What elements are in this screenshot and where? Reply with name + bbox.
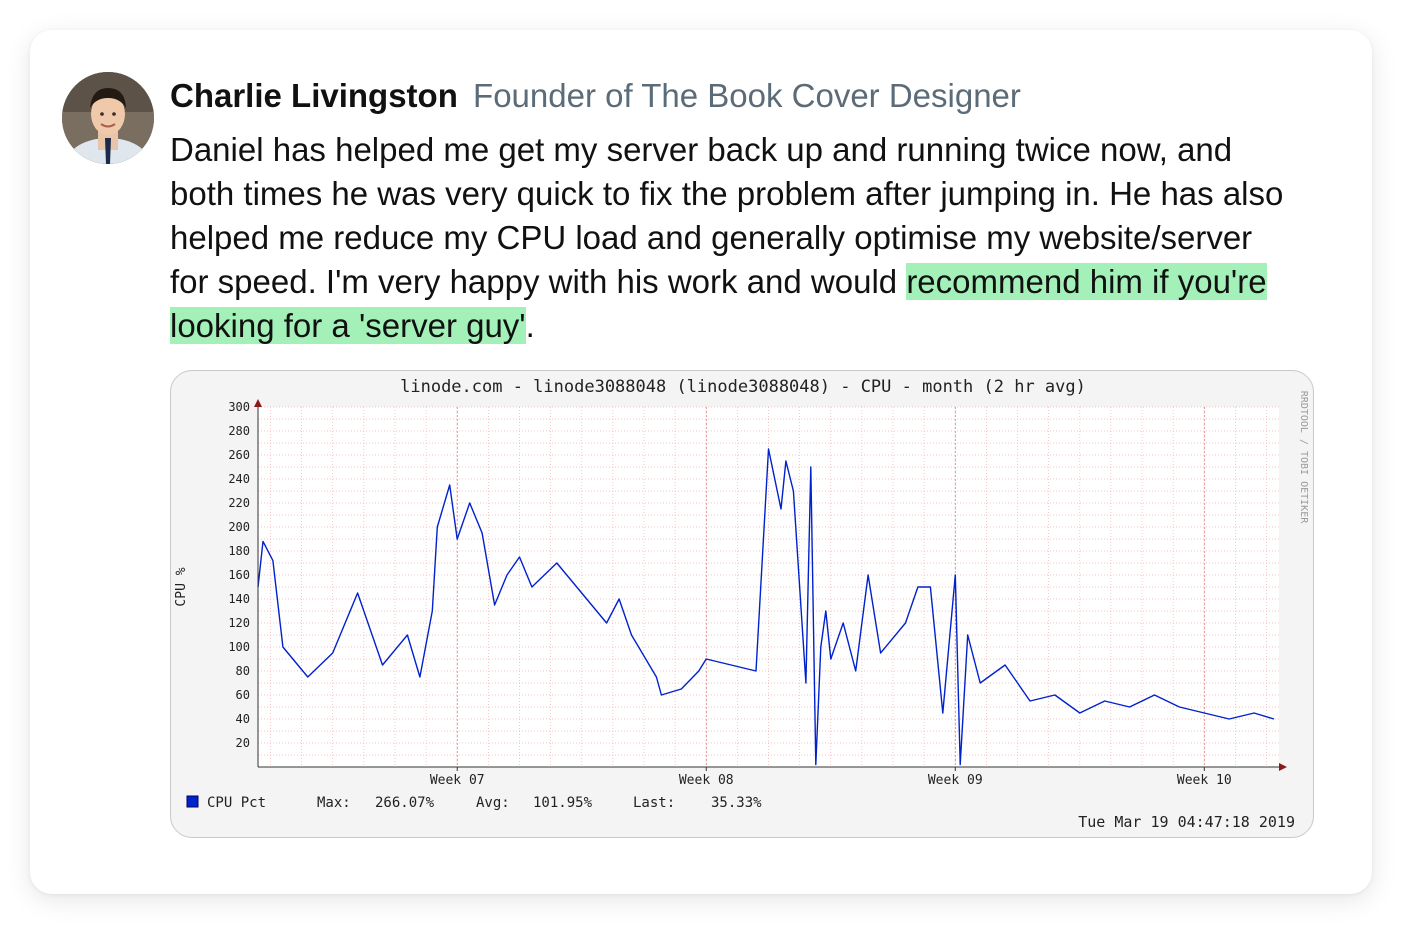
- x-tick-label: Week 10: [1177, 773, 1232, 788]
- y-tick-label: 100: [228, 640, 250, 654]
- y-axis-label: CPU %: [174, 567, 189, 606]
- stat-avg-value: 101.95%: [533, 795, 593, 811]
- stat-avg-label: Avg:: [476, 795, 510, 811]
- stat-last-value: 35.33%: [711, 795, 762, 811]
- legend-series-name: CPU Pct: [207, 795, 266, 811]
- y-tick-label: 260: [228, 448, 250, 462]
- stat-max-label: Max:: [317, 795, 351, 811]
- y-tick-label: 280: [228, 424, 250, 438]
- y-tick-label: 40: [236, 712, 250, 726]
- y-tick-label: 120: [228, 616, 250, 630]
- y-tick-label: 180: [228, 544, 250, 558]
- author-name: Charlie Livingston: [170, 77, 458, 114]
- y-tick-label: 300: [228, 400, 250, 414]
- series-layer: [257, 448, 1275, 766]
- cpu-chart: 20 40 60 80 100 120 140 160 180 200 220 240 260 280 30…: [170, 370, 1314, 838]
- testimonial-header: Charlie Livingston Founder of The Book C…: [170, 74, 1021, 118]
- legend-swatch: [186, 795, 199, 808]
- chart-timestamp: Tue Mar 19 04:47:18 2019: [1078, 813, 1295, 831]
- cpu-chart-svg: 20 40 60 80 100 120 140 160 180 200 220 240 260 280 30…: [174, 377, 1309, 831]
- y-tick-label: 20: [236, 736, 250, 750]
- series-line-cpu-pct: [257, 448, 1275, 766]
- stat-max-value: 266.07%: [375, 795, 435, 811]
- x-tick-labels: Week 07 Week 08 Week 09 Week 10: [430, 767, 1232, 788]
- quote-end: .: [525, 307, 535, 344]
- chart-title: linode.com - linode3088048 (linode308804…: [400, 377, 1086, 397]
- x-axis-arrow: [1279, 763, 1287, 771]
- avatar: [62, 72, 154, 164]
- y-tick-label: 60: [236, 688, 250, 702]
- y-tick-labels: 20 40 60 80 100 120 140 160 180 200 220 240 260 280 30…: [228, 400, 250, 750]
- x-tick-label: Week 07: [430, 773, 485, 788]
- y-tick-label: 240: [228, 472, 250, 486]
- avatar-portrait: [62, 72, 154, 164]
- x-tick-label: Week 09: [928, 773, 983, 788]
- y-tick-label: 80: [236, 664, 250, 678]
- rrdtool-watermark: RRDTOOL / TOBI OETIKER: [1298, 391, 1309, 524]
- y-tick-label: 160: [228, 568, 250, 582]
- x-tick-label: Week 08: [679, 773, 734, 788]
- y-tick-label: 140: [228, 592, 250, 606]
- y-tick-label: 200: [228, 520, 250, 534]
- author-role: Founder of The Book Cover Designer: [473, 77, 1021, 114]
- y-tick-label: 220: [228, 496, 250, 510]
- axes: [254, 399, 1287, 771]
- y-axis-arrow: [254, 399, 262, 407]
- stat-last-label: Last:: [633, 795, 675, 811]
- quote-text: Daniel has helped me get my server back …: [170, 131, 1284, 300]
- testimonial-quote: Daniel has helped me get my server back …: [170, 128, 1290, 348]
